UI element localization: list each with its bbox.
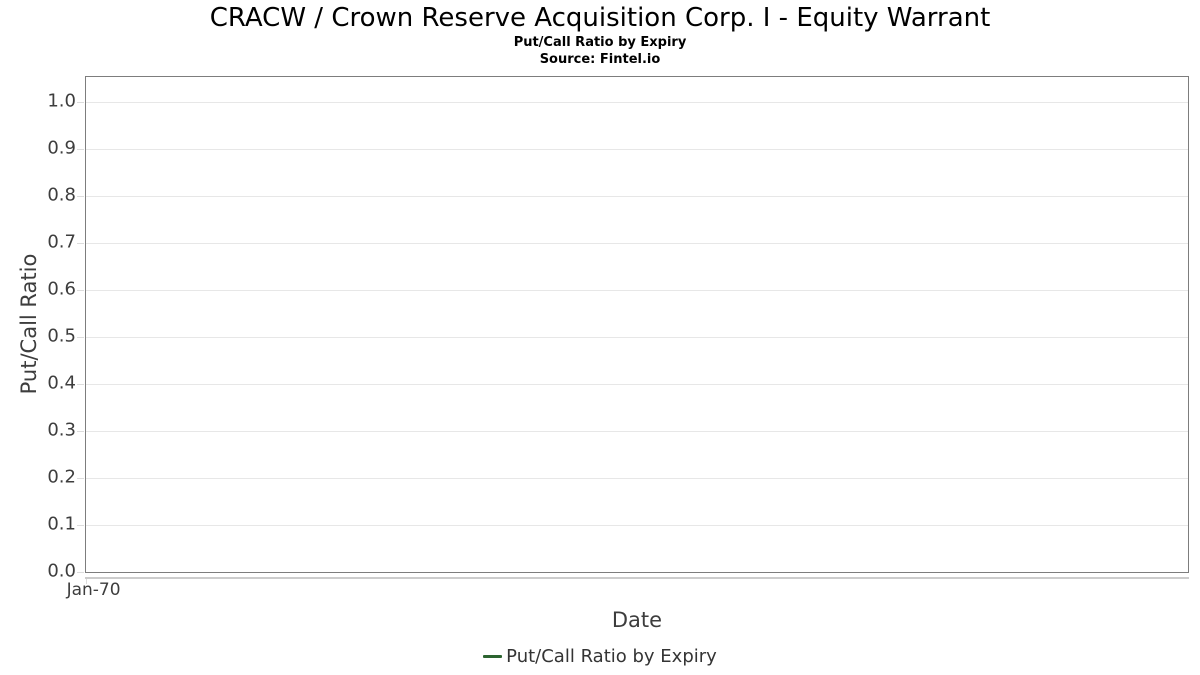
y-tick-mark (77, 242, 84, 244)
chart-title: CRACW / Crown Reserve Acquisition Corp. … (209, 3, 991, 33)
gridline (86, 383, 1188, 385)
y-tick-mark (77, 101, 84, 103)
y-tick-label: 0.3 (47, 419, 76, 441)
y-tick-label: 0.1 (47, 513, 76, 535)
y-tick-label: 0.0 (47, 560, 76, 582)
y-tick-label: 0.6 (47, 278, 76, 300)
gridline (86, 477, 1188, 479)
y-tick-label: 0.8 (47, 184, 76, 206)
legend-line-swatch (483, 655, 503, 658)
plot-area: 0.0 0.1 0.2 0.3 0.4 0.5 0.6 0.7 0.8 0.9 1.0 Jan-70 (47, 76, 1189, 599)
gridline (86, 242, 1188, 244)
x-axis-line (85, 577, 1189, 579)
y-tick-label: 1.0 (47, 90, 76, 112)
legend: Put/Call Ratio by Expiry (0, 646, 1200, 667)
gridline (86, 524, 1188, 526)
y-tick-label: 0.5 (47, 325, 76, 347)
y-tick-mark (77, 524, 84, 526)
gridline (86, 101, 1188, 103)
y-axis-title: Put/Call Ratio (17, 253, 41, 395)
x-tick-label: Jan-70 (66, 580, 121, 600)
y-tick-mark (77, 289, 84, 291)
gridline (86, 336, 1188, 338)
chart-subtitle: Put/Call Ratio by Expiry (513, 35, 687, 50)
x-tick-mark (86, 579, 87, 584)
chart-source: Source: Fintel.io (539, 52, 661, 67)
y-tick-mark (77, 477, 84, 479)
y-tick-mark (77, 195, 84, 197)
y-tick-label: 0.7 (47, 231, 76, 253)
legend-item: Put/Call Ratio by Expiry (483, 646, 717, 667)
y-tick-label: 0.2 (47, 466, 76, 488)
gridline (86, 148, 1188, 150)
y-tick-mark (77, 430, 84, 432)
x-axis-title: Date (611, 608, 663, 632)
gridline (86, 430, 1188, 432)
y-tick-mark (77, 572, 84, 573)
gridline (86, 289, 1188, 291)
y-tick-label: 0.4 (47, 372, 76, 394)
y-tick-mark (77, 148, 84, 150)
y-tick-label: 0.9 (47, 137, 76, 159)
gridline (86, 195, 1188, 197)
legend-label: Put/Call Ratio by Expiry (506, 646, 717, 667)
y-tick-mark (77, 383, 84, 385)
y-tick-mark (77, 336, 84, 338)
